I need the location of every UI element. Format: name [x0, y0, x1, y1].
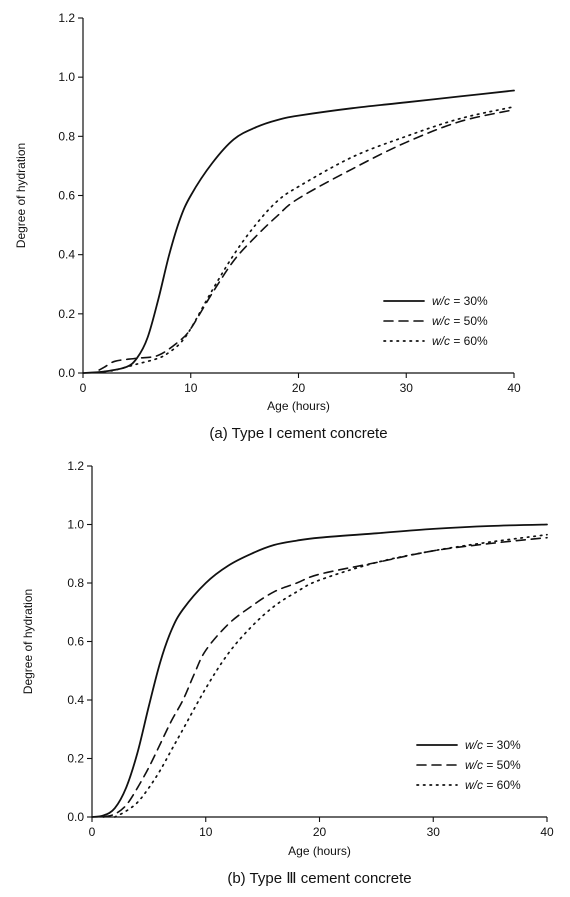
x-tick-label: 20	[292, 381, 306, 395]
series-line-wc30	[82, 89, 515, 374]
chart-caption: (a) Type I cement concrete	[209, 425, 387, 442]
y-tick-label: 0.0	[58, 366, 75, 380]
x-axis-label: Age (hours)	[267, 399, 330, 413]
legend-label: w/c = 30%	[432, 294, 488, 308]
y-axis-label: Degree of hydration	[21, 589, 35, 694]
x-axis-label: Age (hours)	[288, 844, 351, 858]
legend-label: w/c = 60%	[432, 334, 488, 348]
legend-label: w/c = 50%	[465, 758, 521, 772]
series-line-wc60	[113, 533, 548, 818]
x-tick-label: 0	[80, 381, 87, 395]
chart-a: 0 10 20 30 40 0.0 0.2 0.4 0.6 0.8 1.0 1.2 Age (hours…	[14, 11, 521, 442]
y-axis-label: Degree of hydration	[14, 143, 28, 248]
x-tick-label: 40	[540, 825, 554, 839]
x-tick-label: 0	[89, 825, 96, 839]
y-tick-label: 0.8	[67, 576, 84, 590]
y-tick-label: 0.4	[58, 248, 75, 262]
x-tick-label: 40	[507, 381, 521, 395]
x-tick-label: 30	[427, 825, 441, 839]
y-tick-label: 1.0	[58, 70, 75, 84]
y-tick-label: 1.2	[58, 11, 75, 25]
series-line-wc60	[103, 105, 515, 373]
series-line-wc50	[98, 108, 515, 371]
legend-label: w/c = 50%	[432, 314, 488, 328]
chart-caption: (b) Type Ⅲ cement concrete	[227, 870, 411, 887]
x-tick-label: 30	[400, 381, 414, 395]
chart-b: 0 10 20 30 40 0.0 0.2 0.4 0.6 0.8 1.0 1.2 Age (hours…	[21, 459, 554, 887]
legend-label: w/c = 30%	[465, 738, 521, 752]
y-tick-label: 0.2	[67, 752, 84, 766]
y-tick-label: 1.2	[67, 459, 84, 473]
y-tick-label: 0.0	[67, 810, 84, 824]
y-tick-label: 0.8	[58, 129, 75, 143]
series-line-wc50	[102, 536, 548, 818]
x-tick-label: 10	[199, 825, 213, 839]
series-line-wc30	[91, 523, 548, 818]
y-tick-label: 0.4	[67, 693, 84, 707]
y-tick-label: 0.6	[67, 635, 84, 649]
x-tick-label: 10	[184, 381, 198, 395]
y-tick-label: 1.0	[67, 518, 84, 532]
y-tick-label: 0.6	[58, 189, 75, 203]
y-tick-label: 0.2	[58, 307, 75, 321]
x-tick-label: 20	[313, 825, 327, 839]
legend-label: w/c = 60%	[465, 778, 521, 792]
